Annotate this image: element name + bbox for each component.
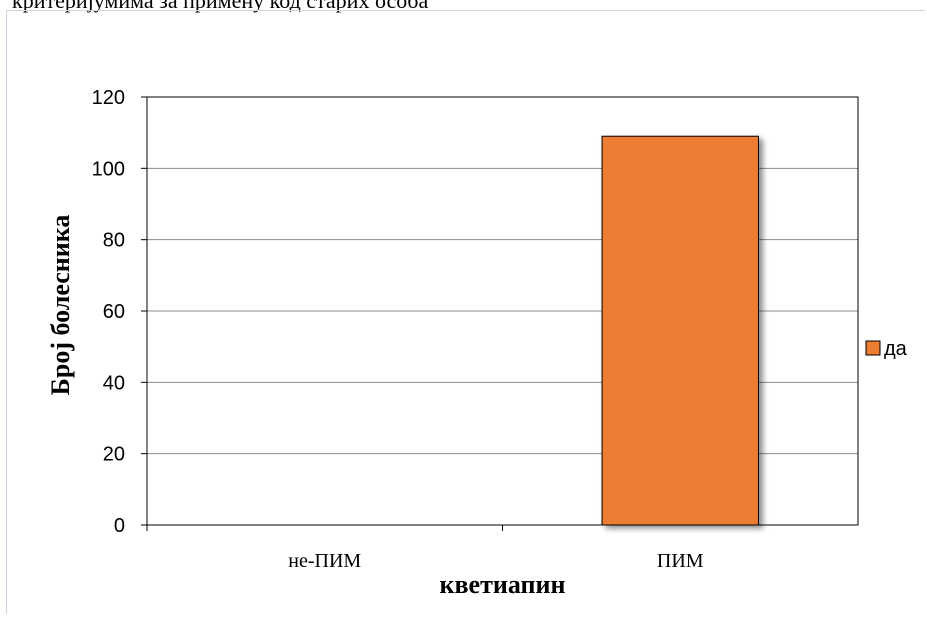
- legend-swatch-da: [865, 340, 881, 356]
- y-axis-title: Број болесника: [46, 215, 75, 396]
- y-tick-label: 20: [103, 444, 125, 466]
- y-tick-label: 80: [103, 230, 125, 252]
- x-tick-label: ПИМ: [657, 550, 704, 572]
- y-tick-label: 0: [114, 515, 125, 537]
- legend-label-da: да: [884, 338, 908, 360]
- legend: да: [865, 338, 908, 360]
- x-axis-title: кветиапин: [440, 570, 566, 599]
- x-tick-label: не-ПИМ: [288, 550, 361, 572]
- y-tick-label: 60: [103, 301, 125, 323]
- bar-pim: [601, 135, 759, 526]
- y-tick-label: 120: [92, 87, 125, 109]
- y-tick-label: 40: [103, 372, 125, 394]
- bars: [601, 135, 759, 526]
- caption-text: критеријумима за примену код старих особ…: [12, 0, 429, 13]
- y-axis-ticks: 0 20 40 60 80 100 120: [92, 87, 147, 537]
- x-axis-ticks: не-ПИМ ПИМ: [146, 525, 704, 572]
- chart-frame: [6, 10, 925, 614]
- y-tick-label: 100: [92, 158, 125, 180]
